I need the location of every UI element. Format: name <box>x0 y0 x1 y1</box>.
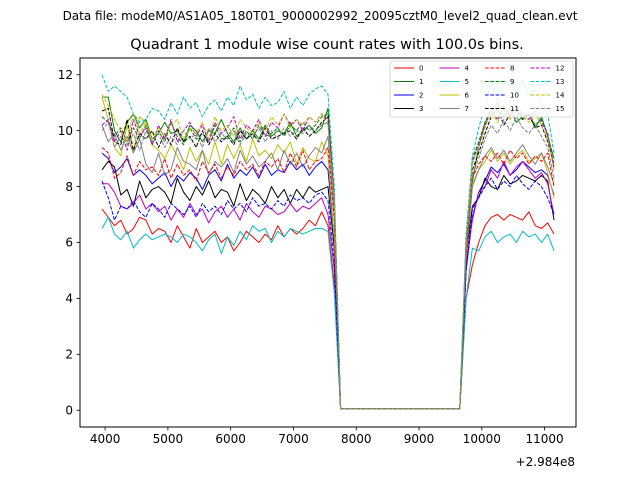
x-tick-label: 7000 <box>278 432 309 446</box>
series-line-11 <box>101 105 555 410</box>
legend-label-12: 12 <box>556 65 565 73</box>
y-tick-label: 12 <box>58 68 73 82</box>
series-line-15 <box>101 116 555 410</box>
legend-label-6: 6 <box>465 92 470 100</box>
series-line-13 <box>101 74 555 410</box>
y-tick-label: 10 <box>58 124 73 138</box>
legend-label-8: 8 <box>510 65 514 73</box>
legend-label-2: 2 <box>419 92 423 100</box>
plot-area: 4000 5000 6000 7000 8000 9000 10000 11000 0 2 4 6 8… <box>58 57 577 446</box>
series-line-0 <box>101 208 555 410</box>
legend-label-5: 5 <box>465 78 469 86</box>
legend-label-7: 7 <box>465 105 469 113</box>
y-tick-label: 6 <box>65 236 73 250</box>
legend-label-1: 1 <box>419 78 423 86</box>
chart-title: Quadrant 1 module wise count rates with … <box>130 37 524 53</box>
x-tick-label: 9000 <box>404 432 435 446</box>
legend-label-13: 13 <box>556 78 565 86</box>
series-line-5 <box>101 216 555 410</box>
series-line-10 <box>101 174 555 410</box>
legend-label-11: 11 <box>510 105 519 113</box>
x-tick-label: 8000 <box>341 432 372 446</box>
x-offset-label: +2.984e8 <box>516 455 575 469</box>
series-line-7 <box>101 124 555 410</box>
y-tick-label: 8 <box>65 180 73 194</box>
x-tick-label: 11000 <box>526 432 564 446</box>
series-line-4 <box>102 160 555 410</box>
figure-suptitle: Data file: modeM0/AS1A05_180T01_90000029… <box>63 9 578 23</box>
series-line-9 <box>101 105 555 410</box>
y-tick-label: 2 <box>65 348 73 362</box>
y-tick-label: 4 <box>65 292 73 306</box>
x-tick-label: 6000 <box>215 432 246 446</box>
legend-frame <box>389 60 574 118</box>
x-axis: 4000 5000 6000 7000 8000 9000 10000 11000 <box>90 427 564 446</box>
legend-label-15: 15 <box>556 105 565 113</box>
legend-label-14: 14 <box>556 92 565 100</box>
legend-label-3: 3 <box>419 105 423 113</box>
y-tick-label: 0 <box>65 403 73 417</box>
legend-label-9: 9 <box>510 78 514 86</box>
x-tick-label: 4000 <box>90 432 121 446</box>
axes-background <box>80 58 576 427</box>
y-axis: 0 2 4 6 8 10 12 <box>58 68 80 417</box>
legend-label-10: 10 <box>510 92 519 100</box>
legend-label-0: 0 <box>419 65 423 73</box>
legend-label-4: 4 <box>465 65 470 73</box>
series-layer <box>101 74 555 410</box>
series-line-12 <box>101 105 555 410</box>
x-tick-label: 5000 <box>153 432 184 446</box>
series-line-8 <box>101 147 555 410</box>
x-tick-label: 10000 <box>463 432 501 446</box>
series-line-14 <box>101 94 555 410</box>
